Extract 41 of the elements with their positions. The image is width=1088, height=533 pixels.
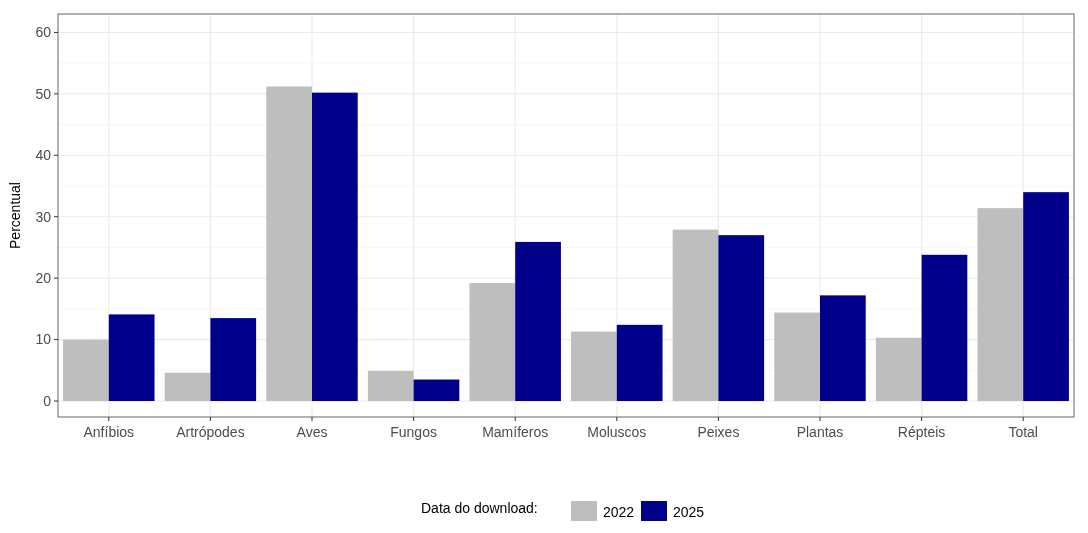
y-tick-label: 30 xyxy=(35,208,52,225)
x-tick-label: Anfíbios xyxy=(83,424,135,440)
bar xyxy=(210,318,257,402)
y-tick-label: 60 xyxy=(35,24,52,41)
bar xyxy=(875,337,922,402)
x-tick-label: Fungos xyxy=(390,424,437,440)
legend-title: Data do download: xyxy=(421,500,538,516)
y-tick-label: 10 xyxy=(35,331,52,348)
bar xyxy=(921,254,968,402)
x-tick-label: Aves xyxy=(296,424,328,440)
x-tick-label: Mamíferos xyxy=(482,424,549,440)
bar xyxy=(515,241,561,402)
bar xyxy=(718,235,765,402)
bar xyxy=(63,339,109,402)
bar xyxy=(820,295,866,402)
bar xyxy=(774,312,820,402)
legend-label: 2025 xyxy=(673,504,705,520)
bar xyxy=(164,372,211,402)
bar xyxy=(616,324,663,402)
bar xyxy=(1023,192,1069,402)
bar xyxy=(672,229,719,402)
bar xyxy=(367,370,414,402)
bar xyxy=(312,92,358,402)
legend-label: 2022 xyxy=(603,504,635,520)
bar xyxy=(977,208,1024,402)
x-tick-label: Répteis xyxy=(897,424,946,440)
y-tick-label: 50 xyxy=(35,85,52,102)
y-tick-label: 20 xyxy=(35,270,52,287)
bar xyxy=(571,331,617,402)
y-tick-label: 0 xyxy=(43,392,52,409)
x-tick-label: Artrópodes xyxy=(176,424,245,440)
bar xyxy=(266,86,312,402)
bar xyxy=(108,314,155,402)
x-tick-label: Moluscos xyxy=(587,424,647,440)
bar xyxy=(413,379,460,402)
x-tick-label: Plantas xyxy=(796,424,844,440)
y-axis-title: Percentual xyxy=(7,182,23,249)
bar xyxy=(469,283,516,402)
x-tick-label: Total xyxy=(1008,424,1038,440)
y-tick-label: 40 xyxy=(35,147,52,164)
x-tick-label: Peixes xyxy=(697,424,740,440)
